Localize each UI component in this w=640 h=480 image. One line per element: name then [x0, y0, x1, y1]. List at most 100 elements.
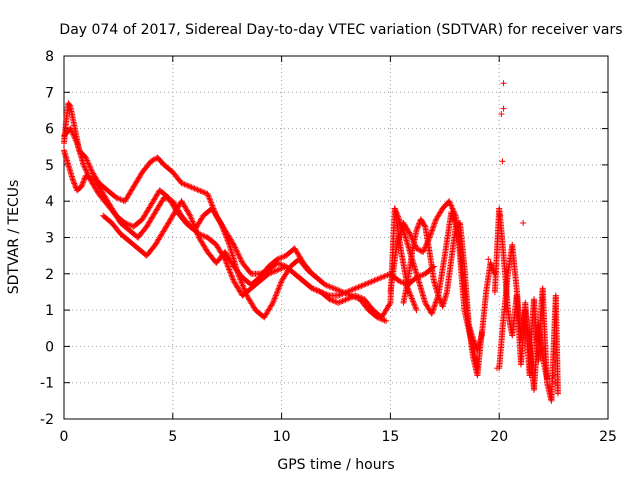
data-point: [80, 178, 87, 185]
data-point: [351, 285, 358, 292]
data-point: [236, 252, 243, 259]
data-point: [78, 182, 85, 189]
data-point: [88, 167, 95, 174]
data-point: [207, 198, 214, 205]
data-point: [396, 278, 403, 285]
chart-title: Day 074 of 2017, Sidereal Day-to-day VTE…: [59, 22, 622, 38]
data-point: [66, 102, 73, 109]
data-point: [362, 281, 369, 288]
data-point: [182, 181, 189, 188]
data-point: [237, 255, 244, 262]
y-tick-label: 4: [45, 194, 54, 210]
data-point: [114, 195, 121, 202]
x-tick-label: 15: [381, 429, 399, 445]
x-tick-label: 25: [599, 429, 617, 445]
data-point: [554, 390, 561, 397]
x-tick-label: 10: [273, 429, 291, 445]
data-point: [233, 247, 240, 254]
data-point: [149, 157, 156, 164]
data-points: [61, 80, 561, 404]
y-tick-label: 6: [45, 122, 54, 138]
y-tick-label: 3: [45, 231, 54, 247]
data-point: [85, 160, 92, 167]
data-point: [191, 185, 198, 192]
data-point: [197, 187, 204, 194]
data-point: [500, 80, 507, 87]
data-point: [201, 233, 208, 240]
data-point: [69, 176, 76, 183]
data-point: [430, 305, 437, 312]
data-point: [431, 303, 438, 310]
data-point: [368, 278, 375, 285]
data-point: [84, 158, 91, 165]
data-point: [190, 184, 197, 191]
data-point: [383, 272, 390, 279]
data-point: [378, 274, 385, 281]
data-point: [431, 220, 438, 227]
axis-ticks: [63, 55, 609, 420]
data-point: [234, 250, 241, 257]
data-point: [195, 187, 202, 194]
data-point: [86, 163, 93, 170]
data-point: [500, 105, 507, 112]
data-point: [432, 299, 439, 306]
data-point: [520, 219, 527, 226]
data-point: [206, 195, 213, 202]
data-point: [148, 158, 155, 165]
x-tick-label: 5: [168, 429, 177, 445]
data-point: [208, 199, 215, 206]
data-point: [430, 223, 437, 230]
data-point: [204, 190, 211, 197]
data-point: [372, 276, 379, 283]
data-point: [184, 182, 191, 189]
data-point: [432, 300, 439, 307]
data-point: [206, 196, 213, 203]
data-point: [185, 183, 192, 190]
data-point: [200, 189, 207, 196]
y-tick-label: 5: [45, 158, 54, 174]
data-point: [116, 195, 123, 202]
y-tick-label: 1: [45, 303, 54, 319]
data-point: [87, 164, 94, 171]
data-point: [348, 287, 355, 294]
data-point: [71, 180, 78, 187]
data-point: [430, 224, 437, 231]
y-tick-labels: -2 -1 0 1 2 3 4 5 6 7 8: [40, 49, 54, 428]
x-tick-label: 20: [490, 429, 508, 445]
data-point: [377, 275, 384, 282]
data-point: [375, 275, 382, 282]
x-axis-label: GPS time / hours: [277, 457, 394, 473]
data-point: [72, 183, 79, 190]
data-point: [365, 279, 372, 286]
data-point: [381, 273, 388, 280]
data-point: [187, 183, 194, 190]
data-point: [150, 156, 157, 163]
grid: [64, 56, 608, 419]
y-tick-label: 0: [45, 339, 54, 355]
data-point: [71, 181, 78, 188]
data-point: [178, 180, 185, 187]
data-point: [356, 283, 363, 290]
data-point: [429, 226, 436, 233]
data-point: [352, 285, 359, 292]
data-point: [431, 302, 438, 309]
data-point: [234, 248, 241, 255]
data-point: [193, 186, 200, 193]
data-point: [205, 192, 212, 199]
x-tick-label: 0: [60, 429, 69, 445]
y-axis-label: SDTVAR / TECUs: [6, 180, 22, 295]
data-point: [429, 227, 436, 234]
data-point: [364, 280, 371, 287]
data-point: [354, 284, 361, 291]
data-point: [80, 179, 87, 186]
data-point: [70, 179, 77, 186]
data-point: [201, 189, 208, 196]
data-point: [205, 193, 212, 200]
data-point: [70, 177, 77, 184]
data-point: [198, 188, 205, 195]
data-point: [335, 292, 342, 299]
data-point: [367, 279, 374, 286]
data-point: [355, 284, 362, 291]
data-point: [235, 251, 242, 258]
